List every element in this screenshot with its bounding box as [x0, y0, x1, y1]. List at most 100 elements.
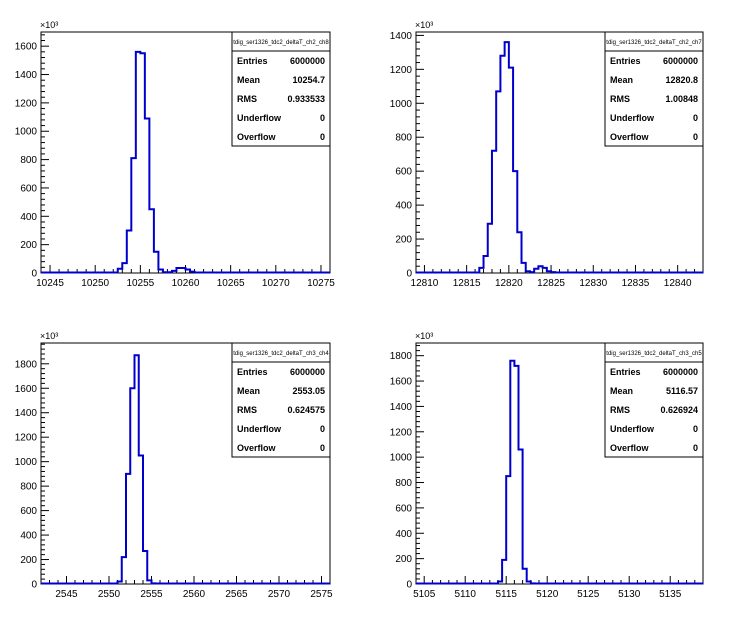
- x-tick-label: 10250: [81, 278, 109, 289]
- x-tick-label: 2575: [310, 589, 333, 600]
- histogram-pad-3: 2545 2550 2555 2560 2565 2570 2575 0 200 400 600 80…: [15, 331, 333, 600]
- histogram-bin: [488, 224, 492, 273]
- y-tick-label: 1600: [15, 384, 38, 395]
- histogram-bin: [154, 252, 159, 273]
- y-tick-label: 1200: [390, 427, 413, 438]
- stats-label-mean: Mean: [237, 386, 260, 396]
- stats-label-rms: RMS: [610, 94, 630, 104]
- y-tick-label: 200: [395, 235, 412, 246]
- y-tick-label: 1600: [390, 377, 413, 388]
- stats-label-entries: Entries: [237, 367, 268, 377]
- y-tick-label: 800: [395, 478, 412, 489]
- stats-label-mean: Mean: [610, 75, 633, 85]
- x-tick-label: 2565: [225, 589, 248, 600]
- histogram-bin: [158, 269, 163, 273]
- histogram-title: tdig_ser1326_tdc2_deltaT_ch3_ch4: [233, 351, 329, 357]
- stats-value-underflow: 0: [693, 113, 698, 123]
- histogram-bin: [496, 91, 500, 273]
- histogram-bin: [538, 266, 542, 273]
- stats-value-entries: 6000000: [290, 56, 325, 66]
- y-exponent-label: ×10³: [40, 331, 58, 341]
- stats-value-mean: 2553.05: [292, 386, 325, 396]
- x-tick-label: 10265: [217, 278, 245, 289]
- y-tick-label: 800: [20, 482, 37, 493]
- y-tick-label: 1400: [390, 402, 413, 413]
- stats-value-rms: 1.00848: [665, 94, 698, 104]
- x-tick-label: 2560: [183, 589, 206, 600]
- histogram-bin: [526, 271, 530, 273]
- y-tick-label: 1000: [15, 457, 38, 468]
- y-tick-label: 0: [406, 269, 412, 280]
- histogram-bin: [510, 361, 514, 584]
- histogram-bin: [152, 583, 156, 584]
- stats-value-underflow: 0: [693, 424, 698, 434]
- x-tick-label: 10275: [307, 278, 335, 289]
- histogram-bin: [181, 268, 186, 273]
- histogram-bin: [527, 581, 531, 584]
- histogram-bin: [513, 171, 517, 273]
- histogram-bin: [131, 158, 136, 273]
- stats-box: [231, 31, 331, 147]
- histogram-series-line: [478, 41, 557, 274]
- histogram-bin: [136, 52, 141, 273]
- stats-label-entries: Entries: [610, 367, 641, 377]
- x-tick-label: 5125: [577, 589, 600, 600]
- stats-value-entries: 6000000: [290, 367, 325, 377]
- histogram-bin: [140, 53, 145, 273]
- histogram-bin: [190, 272, 195, 273]
- histogram-bin: [147, 580, 151, 584]
- histogram-bin: [122, 557, 126, 584]
- histogram-series-line: [116, 354, 157, 585]
- histogram-bin: [118, 582, 122, 584]
- y-tick-label: 1000: [15, 127, 38, 138]
- histogram-bin: [127, 230, 132, 273]
- y-tick-label: 400: [395, 529, 412, 540]
- stats-label-rms: RMS: [237, 405, 257, 415]
- y-tick-label: 400: [395, 201, 412, 212]
- y-tick-label: 0: [31, 269, 37, 280]
- x-tick-label: 12830: [579, 278, 607, 289]
- stats-value-overflow: 0: [693, 443, 698, 453]
- stats-label-mean: Mean: [237, 75, 260, 85]
- histogram-bin: [122, 263, 127, 273]
- histogram-bin: [149, 209, 154, 273]
- stats-value-rms: 0.626924: [660, 405, 698, 415]
- y-tick-label: 600: [20, 183, 37, 194]
- x-tick-label: 5105: [413, 589, 436, 600]
- stats-label-rms: RMS: [237, 94, 257, 104]
- histogram-bin: [118, 269, 123, 273]
- stats-label-overflow: Overflow: [237, 132, 277, 142]
- y-tick-label: 600: [20, 506, 37, 517]
- histogram-bin: [479, 268, 483, 273]
- histogram-bin: [531, 583, 535, 584]
- histogram-bin: [519, 450, 523, 584]
- x-tick-label: 12815: [453, 278, 481, 289]
- histogram-bin: [505, 42, 509, 273]
- histogram-bin: [506, 476, 510, 584]
- histogram-bin: [163, 272, 168, 273]
- stats-value-entries: 6000000: [663, 56, 698, 66]
- histogram-bin: [509, 68, 513, 273]
- y-tick-label: 1800: [390, 351, 413, 362]
- x-tick-label: 5115: [495, 589, 517, 600]
- stats-label-overflow: Overflow: [610, 132, 650, 142]
- x-tick-label: 10260: [172, 278, 200, 289]
- stats-value-underflow: 0: [320, 424, 325, 434]
- histogram-bin: [514, 366, 518, 584]
- histogram-title: tdig_ser1326_tdc2_deltaT_ch2_ch7: [606, 40, 702, 46]
- histogram-series-line: [497, 359, 536, 585]
- histogram-bin: [167, 272, 172, 273]
- y-tick-label: 1000: [390, 453, 413, 464]
- histogram-bin: [522, 263, 526, 273]
- stats-value-overflow: 0: [320, 132, 325, 142]
- y-tick-label: 800: [20, 155, 37, 166]
- x-tick-label: 12840: [664, 278, 692, 289]
- y-tick-label: 1400: [15, 408, 38, 419]
- stats-label-entries: Entries: [610, 56, 641, 66]
- x-tick-label: 12825: [537, 278, 565, 289]
- histogram-bin: [186, 269, 191, 273]
- stats-label-rms: RMS: [610, 405, 630, 415]
- y-tick-label: 800: [395, 133, 412, 144]
- stats-label-underflow: Underflow: [610, 113, 655, 123]
- histogram-bin: [126, 474, 130, 584]
